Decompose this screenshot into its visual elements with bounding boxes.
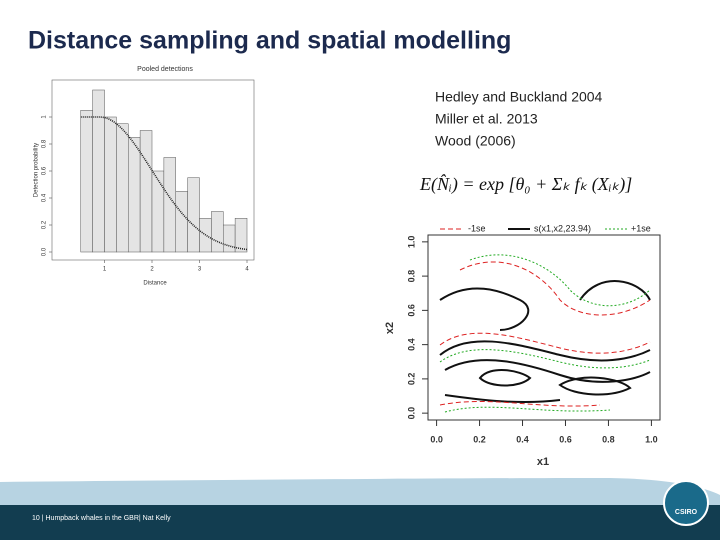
histogram-bar xyxy=(92,89,105,253)
y-tick-label: 0.2 xyxy=(42,220,48,229)
y-tick-label: 1.0 xyxy=(406,236,416,249)
reference: Hedley and Buckland 2004 xyxy=(435,89,603,105)
plot-frame xyxy=(427,234,661,421)
slide-title: Distance sampling and spatial modelling xyxy=(28,27,511,55)
x-axis-label: x1 xyxy=(537,456,549,468)
y-axis-label: x2 xyxy=(384,322,396,334)
footer-text: 10 | Humpback whales in the GBR| Nat Kel… xyxy=(32,515,171,522)
x-tick-label: 1.0 xyxy=(645,434,658,444)
x-tick-label: 0.8 xyxy=(602,434,615,444)
y-tick-label: 0.4 xyxy=(406,338,416,351)
histogram-bar xyxy=(80,110,93,253)
histogram-bar xyxy=(187,177,200,253)
histogram-bar xyxy=(223,224,236,253)
histogram-bar xyxy=(175,191,188,253)
y-tick-label: 0.0 xyxy=(406,407,416,420)
contours xyxy=(439,280,651,404)
histogram-bar xyxy=(139,130,153,253)
legend-label: +1se xyxy=(631,223,651,233)
fitted-curve xyxy=(80,116,248,251)
x-tick-label: 2 xyxy=(150,267,154,273)
logo-text: CSIRO xyxy=(675,509,698,516)
histogram-bar xyxy=(128,137,141,253)
histogram-bar xyxy=(116,123,129,253)
reference: Miller et al. 2013 xyxy=(435,111,538,127)
y-tick-label: 0.8 xyxy=(406,270,416,283)
y-tick-label: 0.0 xyxy=(42,247,48,256)
histogram-bar xyxy=(163,157,176,253)
reference: Wood (2006) xyxy=(435,133,516,149)
histogram-bar xyxy=(151,170,165,253)
legend-label: -1se xyxy=(468,223,486,233)
legend-label: s(x1,x2,23.94) xyxy=(534,223,591,233)
y-axis-label: Detection probability xyxy=(34,143,40,197)
plot-title: Pooled detections xyxy=(137,66,193,73)
x-tick-label: 0.6 xyxy=(559,434,572,444)
x-tick-label: 0.4 xyxy=(516,434,529,444)
contours-upper xyxy=(439,254,651,413)
footer-bar xyxy=(0,505,720,540)
x-axis-label: Distance xyxy=(143,281,167,287)
x-tick-label: 0.2 xyxy=(473,434,486,444)
y-tick-label: 0.2 xyxy=(406,373,416,386)
plot-frame xyxy=(51,79,255,261)
y-tick-label: 0.4 xyxy=(42,193,48,202)
y-tick-label: 0.6 xyxy=(406,304,416,317)
x-tick-label: 3 xyxy=(198,267,202,273)
logo xyxy=(663,480,709,526)
y-tick-label: 1 xyxy=(42,115,48,119)
histogram-bar xyxy=(211,211,224,253)
y-tick-label: 0.8 xyxy=(42,139,48,148)
x-tick-label: 0.0 xyxy=(430,434,443,444)
x-tick-label: 4 xyxy=(245,267,249,273)
y-tick-label: 0.6 xyxy=(42,166,48,175)
equation: E(N̂ᵢ) = exp [θ₀ + Σₖ fₖ (Xᵢₖ)] xyxy=(419,174,632,195)
contours-lower xyxy=(439,261,651,407)
histogram-bar xyxy=(234,218,248,253)
histogram-bar xyxy=(104,116,117,253)
x-tick-label: 1 xyxy=(103,267,107,273)
